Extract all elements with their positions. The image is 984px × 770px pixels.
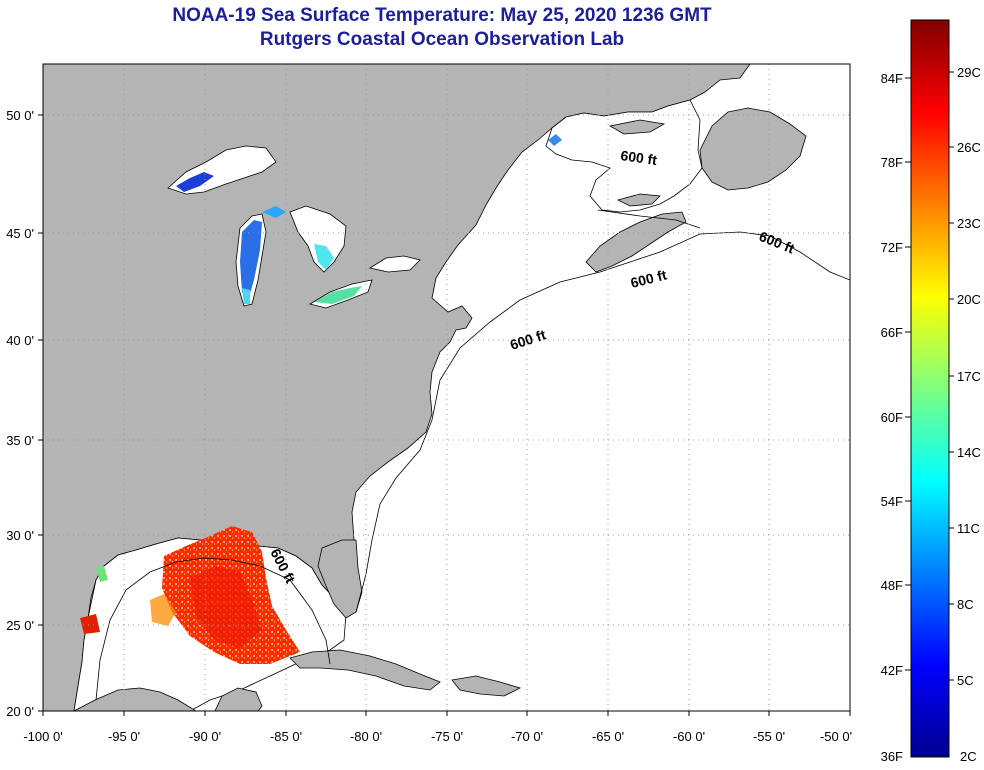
sst-texas-coast-cool (96, 566, 108, 582)
cb-f-label-42: 42F (881, 663, 903, 678)
land-yucatan (73, 687, 197, 711)
cb-c-label-5: 5C (957, 673, 974, 688)
frame-ticks (38, 114, 851, 716)
cb-c-label-20: 20C (957, 292, 981, 307)
cb-f-label-84: 84F (881, 71, 903, 86)
sst-gulf-warm-core (190, 566, 262, 648)
cb-c-label-17: 17C (957, 369, 981, 384)
sst-lake-michigan-south (242, 288, 250, 304)
cb-f-label-66: 66F (881, 325, 903, 340)
land-nova-scotia (585, 211, 687, 273)
cb-c-label-2: 2C (960, 749, 977, 764)
sst-lake-michigan (240, 220, 262, 300)
cb-f-label-78: 78F (881, 155, 903, 170)
lon-label-55: -55 0' (753, 729, 785, 744)
cb-f-label-48: 48F (881, 578, 903, 593)
lat-label-20: 20 0' (6, 704, 34, 719)
latitude-labels: 50 0' 45 0' 40 0' 35 0' 30 0' 25 0' 20 0… (6, 108, 34, 719)
lon-label-65: -65 0' (592, 729, 624, 744)
lon-label-80: -80 0' (350, 729, 382, 744)
land-hispaniola (451, 675, 522, 697)
sst-gulf-orange (150, 594, 176, 626)
cb-c-label-23: 23C (957, 216, 981, 231)
cb-c-label-26: 26C (957, 140, 981, 155)
lat-label-35: 35 0' (6, 433, 34, 448)
lon-label-70: -70 0' (511, 729, 543, 744)
land-newfoundland (699, 107, 807, 191)
lon-label-100: -100 0' (23, 729, 62, 744)
cb-f-label-60: 60F (881, 410, 903, 425)
cb-f-label-36: 36F (881, 749, 903, 764)
lon-label-50: -50 0' (820, 729, 852, 744)
lon-label-75: -75 0' (431, 729, 463, 744)
colorbar-celsius-labels: 29C 26C 23C 20C 17C 14C 11C 8C 5C 2C (957, 65, 981, 764)
ocean-gulf-st-lawrence (545, 99, 703, 213)
colorbar-ticks (905, 71, 954, 681)
lake-ontario (368, 255, 421, 273)
colorbar (910, 19, 950, 758)
lon-label-60: -60 0' (673, 729, 705, 744)
land-cuba (289, 649, 441, 691)
isobath-label-st-lawrence: 600 ft (620, 147, 659, 168)
lat-label-45: 45 0' (6, 226, 34, 241)
lat-label-50: 50 0' (6, 108, 34, 123)
cb-c-label-29: 29C (957, 65, 981, 80)
lat-label-30: 30 0' (6, 528, 34, 543)
lat-label-25: 25 0' (6, 618, 34, 633)
cb-c-label-8: 8C (957, 597, 974, 612)
cb-c-label-14: 14C (957, 445, 981, 460)
lon-label-95: -95 0' (108, 729, 140, 744)
land-pei (616, 193, 661, 207)
colorbar-fahrenheit-labels: 84F 78F 72F 66F 60F 54F 48F 42F 36F (881, 71, 903, 764)
map-subtitle: Rutgers Coastal Ocean Observation Lab (259, 29, 625, 50)
lon-label-90: -90 0' (189, 729, 221, 744)
sst-lake-superior-north (262, 206, 286, 218)
cb-c-label-11: 11C (957, 521, 980, 536)
cb-f-label-72: 72F (881, 240, 903, 255)
sst-texas-coast (80, 614, 100, 634)
land-yucatan-peninsula (214, 687, 263, 711)
lon-label-85: -85 0' (270, 729, 302, 744)
sst-lake-huron (314, 244, 334, 270)
sst-lake-superior (176, 172, 214, 192)
land-anticosti (608, 119, 666, 135)
longitude-labels: -100 0' -95 0' -90 0' -85 0' -80 0' -75 … (23, 729, 852, 744)
isobath-600ft (95, 209, 850, 701)
lat-label-40: 40 0' (6, 333, 34, 348)
map-title: NOAA-19 Sea Surface Temperature: May 25,… (172, 5, 712, 26)
sst-st-lawrence (548, 134, 562, 146)
cb-f-label-54: 54F (881, 494, 903, 509)
sst-lake-erie (314, 286, 362, 304)
